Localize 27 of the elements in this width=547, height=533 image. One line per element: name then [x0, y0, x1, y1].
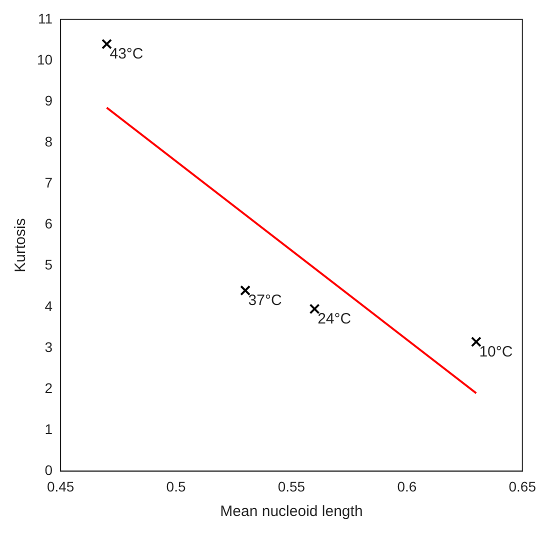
- x-tick-label: 0.55: [278, 478, 306, 494]
- x-tick-label: 0.6: [397, 478, 417, 494]
- x-tick-label: 0.65: [508, 478, 536, 494]
- annotation: 37°C: [248, 292, 282, 310]
- y-axis-title: Kurtosis: [12, 218, 30, 272]
- y-tick-label: 7: [44, 174, 53, 191]
- point: [470, 336, 482, 348]
- x-axis-title: Mean nucleoid length: [220, 503, 363, 520]
- annotation: 10°C: [479, 343, 513, 360]
- y-tick-label: 11: [38, 10, 53, 26]
- y-tick-label: 4: [44, 298, 53, 314]
- point: [102, 38, 112, 50]
- annotation: 24°C: [318, 310, 352, 328]
- y-tick-label: 5: [44, 256, 53, 273]
- y-tick-label: 9: [44, 92, 53, 108]
- x-tick-label: 0.45: [46, 478, 74, 494]
- y-tick-label: 2: [44, 380, 53, 396]
- y-tick-label: 6: [44, 216, 53, 232]
- y-tick-label: 10: [36, 51, 53, 68]
- point: [240, 285, 251, 296]
- y-tick-label: 1: [44, 420, 53, 437]
- y-tick-label: 3: [44, 338, 53, 355]
- point: [309, 304, 320, 314]
- y-tick-label: 8: [44, 133, 53, 150]
- annotation: 43°C: [110, 46, 144, 63]
- y-tick-label: 0: [44, 462, 53, 478]
- x-tick-label: 0.5: [166, 478, 186, 494]
